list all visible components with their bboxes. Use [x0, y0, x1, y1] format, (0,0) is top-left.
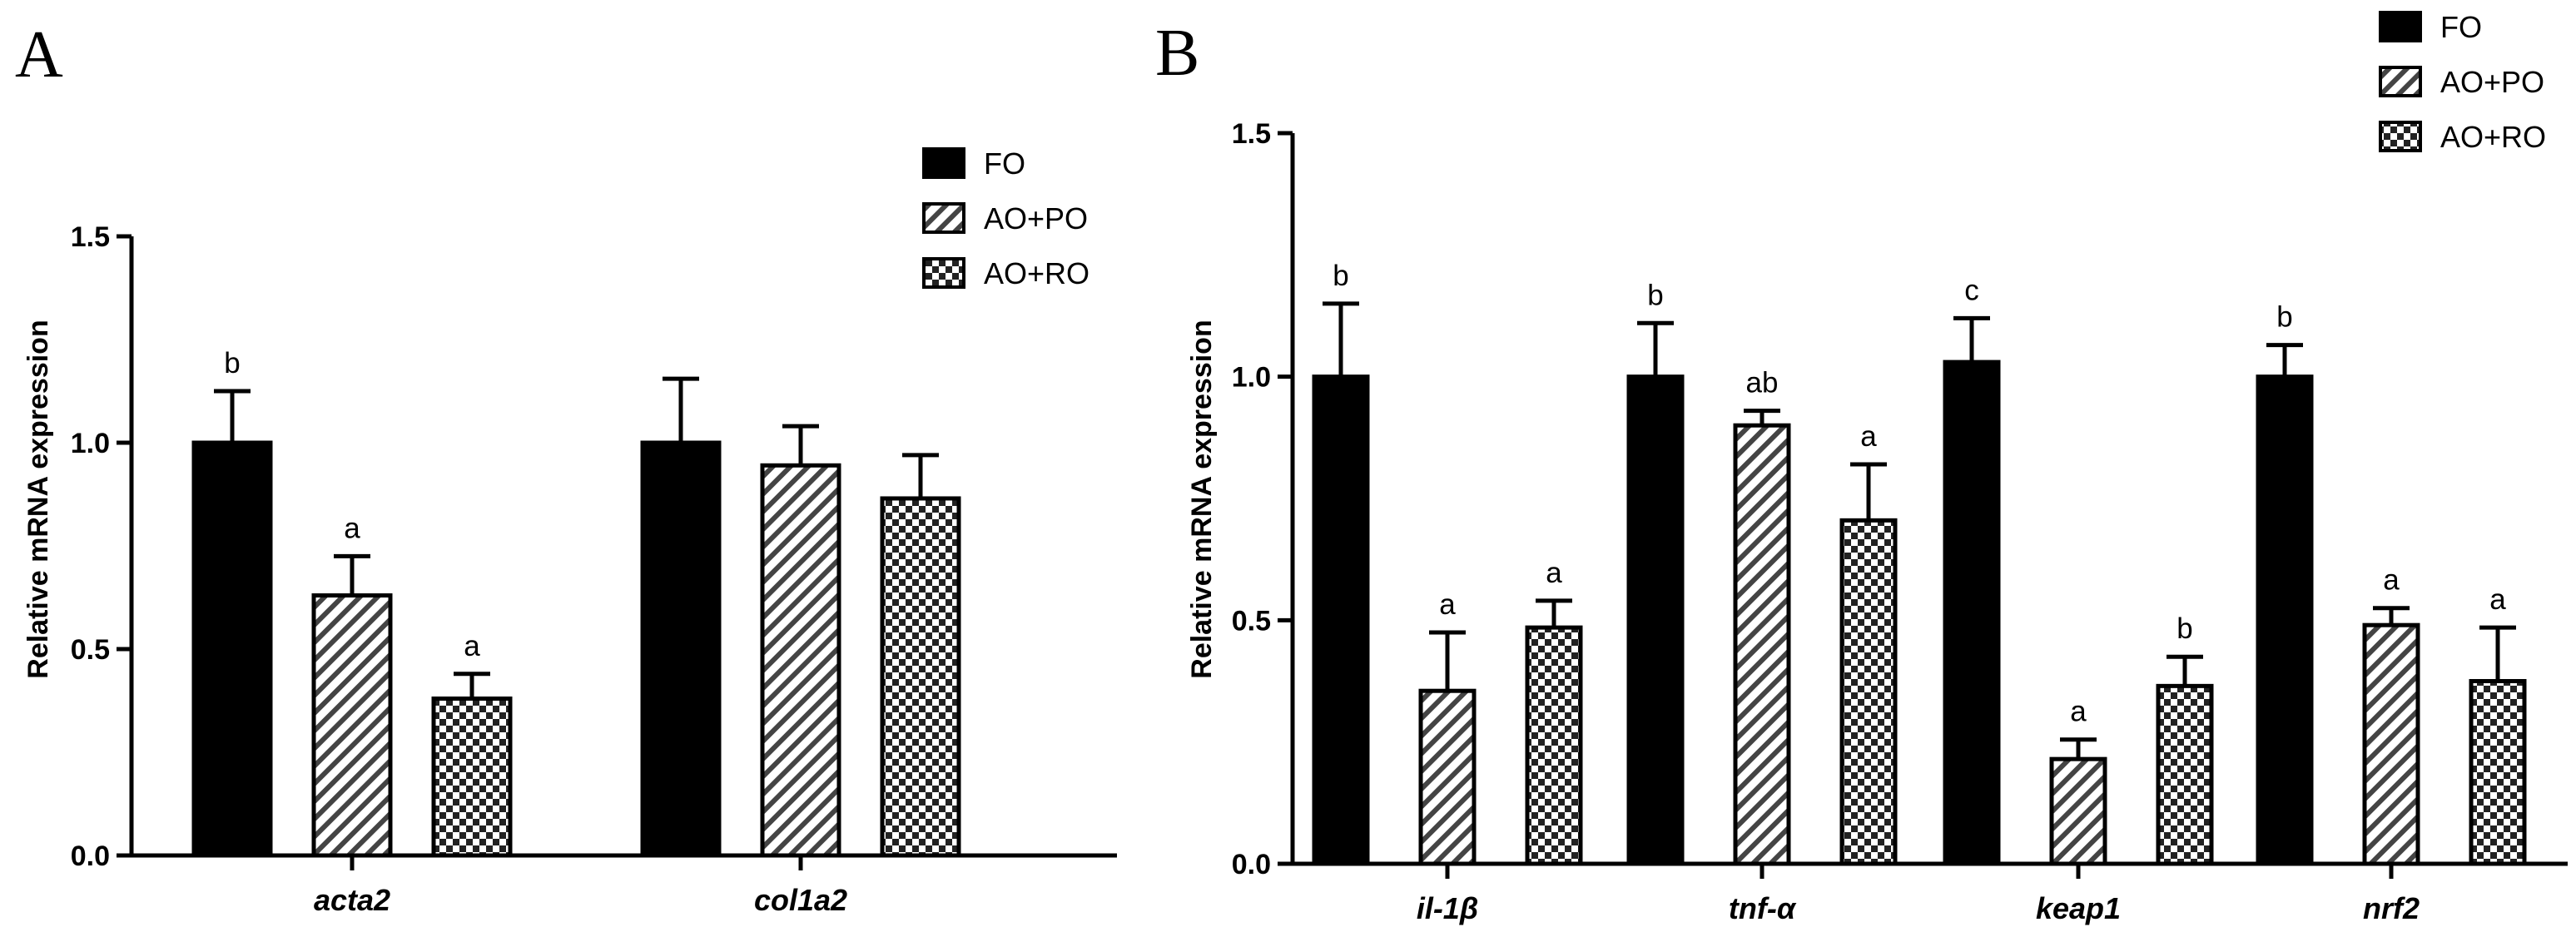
y-tick-label: 0.0 [71, 840, 110, 872]
y-tick-label: 1.0 [1232, 362, 1271, 394]
panel-a: A Relative mRNA expression 0.0 0.5 1.0 1.5 a… [15, 18, 1117, 917]
bar-b-ao-ro-1 [1839, 518, 1898, 866]
legend-label-ao-po: AO+PO [2440, 65, 2544, 99]
bar-a-fo-1 [640, 440, 722, 858]
legend-a: FO AO+PO AO+RO [922, 146, 1089, 290]
panel-b: B Relative mRNA expression 0.0 0.5 1.0 1.5 i… [1155, 10, 2568, 925]
significance-label: a [464, 630, 480, 662]
bar-b-ao-po-3 [2362, 622, 2420, 866]
significance-label: c [1964, 274, 1979, 306]
significance-label: a [2383, 564, 2400, 597]
bar-b-ao-ro-2 [2156, 683, 2214, 866]
significance-label: a [1860, 420, 1877, 453]
y-tick-label: 1.5 [1232, 118, 1271, 150]
significance-label: b [1647, 279, 1663, 311]
bar-b-fo-0 [1312, 374, 1370, 866]
legend-label-ao-ro: AO+RO [984, 256, 1089, 290]
significance-label: a [344, 512, 360, 544]
significance-label: a [1546, 557, 1562, 589]
significance-label: b [224, 347, 240, 379]
y-tick-label: 1.5 [71, 221, 110, 253]
panel-letter-a: A [15, 18, 63, 92]
y-tick-label: 1.0 [71, 428, 110, 459]
bar-b-fo-1 [1626, 374, 1685, 866]
bar-a-ao-ro-0 [431, 697, 513, 858]
plot-area-a: 0.0 0.5 1.0 1.5 acta2 b a a col1a2 [71, 221, 1117, 917]
legend-label-ao-po: AO+PO [984, 201, 1088, 236]
bar-b-ao-ro-0 [1525, 625, 1583, 866]
panel-letter-b: B [1155, 17, 1199, 90]
bar-b-fo-2 [1943, 359, 2001, 866]
significance-label: b [2176, 612, 2192, 645]
category-label-b-1: tnf-α [1729, 891, 1797, 925]
y-axis-title-b: Relative mRNA expression [1186, 320, 1218, 678]
y-tick-label: 0.5 [71, 634, 110, 666]
y-axis-title-a: Relative mRNA expression [22, 320, 54, 678]
category-label-a-0: acta2 [314, 883, 390, 917]
legend-swatch-ao-ro [2379, 121, 2422, 152]
significance-label: a [1439, 588, 1456, 621]
bar-a-ao-ro-1 [880, 496, 961, 858]
legend-label-fo: FO [2440, 10, 2482, 44]
legend-label-ao-ro: AO+RO [2440, 120, 2546, 154]
y-tick-label: 0.0 [1232, 849, 1271, 880]
y-tick-label: 0.5 [1232, 605, 1271, 637]
significance-label: a [2070, 696, 2087, 728]
plot-area-b: 0.00.51.01.5il-1βbaatnf-αbabakeap1cabnrf… [1232, 118, 2568, 925]
legend-b: FO AO+PO AO+RO [2379, 10, 2546, 154]
bar-b-fo-3 [2256, 374, 2314, 866]
category-label-b-2: keap1 [2036, 891, 2121, 925]
bar-b-ao-po-1 [1733, 423, 1791, 866]
legend-swatch-fo [922, 147, 965, 179]
significance-label: b [2276, 301, 2292, 334]
bar-a-fo-0 [191, 440, 273, 858]
bar-b-ao-po-2 [2049, 756, 2107, 866]
legend-swatch-ao-ro [922, 257, 965, 289]
legend-swatch-fo [2379, 11, 2422, 42]
bar-a-ao-po-1 [760, 463, 841, 858]
bar-b-ao-po-0 [1418, 688, 1477, 866]
legend-label-fo: FO [984, 146, 1025, 181]
category-label-b-0: il-1β [1417, 891, 1478, 925]
significance-label: ab [1746, 367, 1779, 399]
bar-a-ao-po-0 [311, 593, 393, 858]
legend-swatch-ao-po [922, 202, 965, 234]
bar-b-ao-ro-3 [2469, 679, 2527, 866]
category-label-b-3: nrf2 [2363, 891, 2420, 925]
legend-swatch-ao-po [2379, 66, 2422, 97]
category-label-a-1: col1a2 [754, 883, 847, 917]
significance-label: b [1333, 260, 1348, 292]
significance-label: a [2489, 583, 2506, 616]
